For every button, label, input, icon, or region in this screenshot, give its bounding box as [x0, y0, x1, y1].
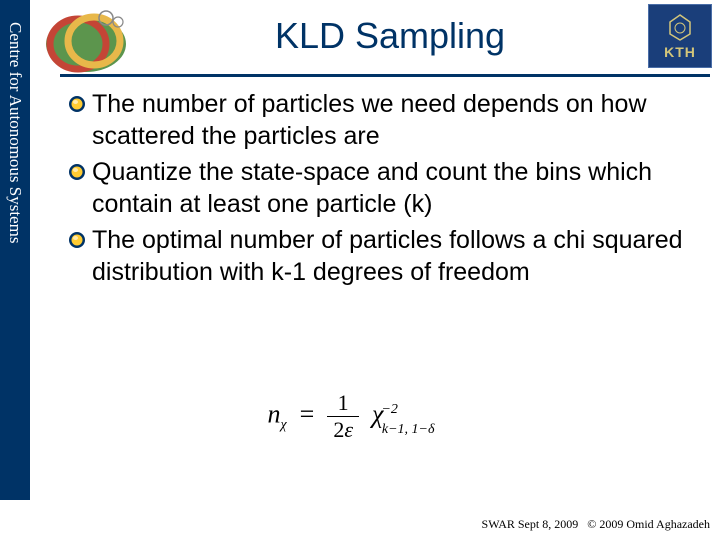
org-logo-icon	[36, 6, 136, 76]
footer-date: SWAR Sept 8, 2009	[482, 517, 579, 531]
formula-rhs-sub: k−1, 1−δ	[382, 422, 435, 437]
footer: SWAR Sept 8, 2009 © 2009 Omid Aghazadeh	[482, 517, 710, 532]
sidebar-text: Centre for Autonomous Systems	[5, 22, 25, 243]
formula-denominator: 2ε	[327, 417, 359, 443]
formula-eq: =	[300, 399, 315, 428]
footer-copyright: © 2009 Omid Aghazadeh	[587, 517, 710, 531]
list-item: The number of particles we need depends …	[68, 88, 708, 152]
kth-logo-text: KTH	[664, 44, 696, 60]
list-item: Quantize the state-space and count the b…	[68, 156, 708, 220]
title-underline	[60, 74, 710, 77]
formula-rhs-sup: −2	[381, 402, 397, 417]
list-item: The optimal number of particles follows …	[68, 224, 708, 288]
bullet-icon	[68, 231, 86, 249]
kth-logo-icon: KTH	[648, 4, 712, 68]
bullet-text: Quantize the state-space and count the b…	[92, 156, 708, 220]
formula-lhs-var: n	[267, 399, 280, 428]
bullet-icon	[68, 163, 86, 181]
formula-fraction: 1 2ε	[327, 390, 359, 443]
formula-numerator: 1	[327, 390, 359, 417]
bullet-text: The optimal number of particles follows …	[92, 224, 708, 288]
bullet-list: The number of particles we need depends …	[68, 88, 708, 292]
page-title: KLD Sampling	[150, 15, 630, 57]
formula: nχ = 1 2ε χ−2k−1, 1−δ	[0, 390, 720, 443]
bullet-icon	[68, 95, 86, 113]
bullet-text: The number of particles we need depends …	[92, 88, 708, 152]
formula-lhs-sub: χ	[280, 418, 286, 433]
